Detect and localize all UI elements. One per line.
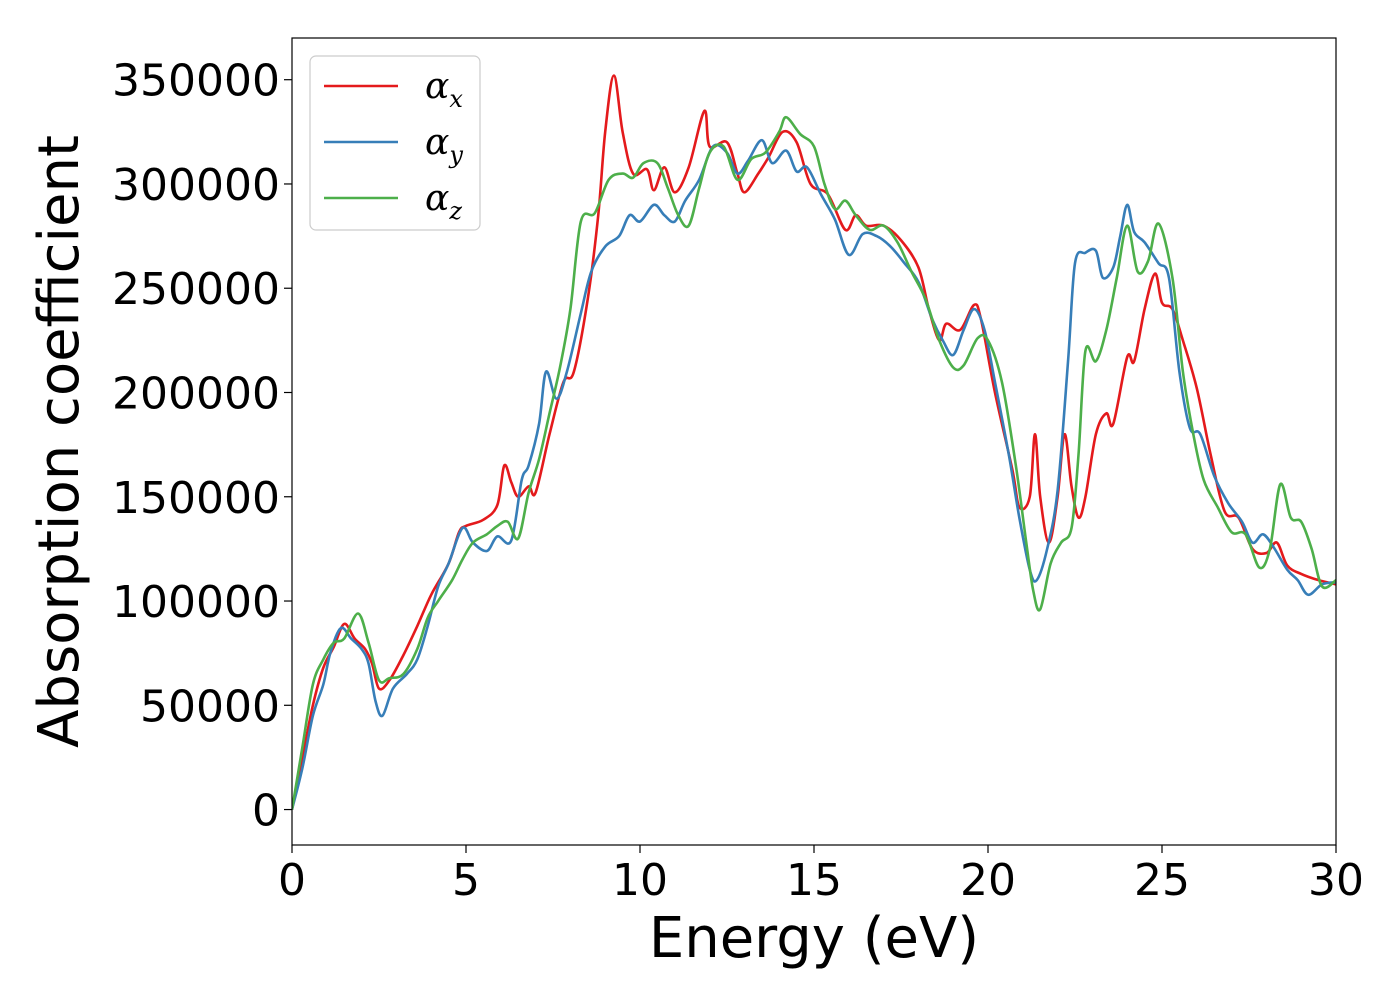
x-tick-label: 10 xyxy=(612,855,668,906)
x-tick-label: 5 xyxy=(452,855,480,906)
y-tick-label: 300000 xyxy=(112,160,280,211)
y-axis-title: Absorption coefficient xyxy=(27,135,92,748)
x-tick-label: 0 xyxy=(278,855,306,906)
y-tick-label: 50000 xyxy=(140,681,280,732)
y-tick-label: 100000 xyxy=(112,577,280,628)
x-tick-label: 20 xyxy=(960,855,1016,906)
x-tick-label: 15 xyxy=(786,855,842,906)
x-axis-title: Energy (eV) xyxy=(649,906,979,971)
y-axis-ticks: 0 50000 100000 150000 200000 250000 300000 3500… xyxy=(112,56,292,837)
x-axis-ticks: 0 5 10 15 20 25 30 xyxy=(278,845,1364,906)
x-tick-label: 30 xyxy=(1308,855,1364,906)
y-tick-label: 0 xyxy=(252,786,280,837)
series-line-y xyxy=(292,138,1336,810)
y-tick-label: 350000 xyxy=(112,56,280,107)
legend-subscript-z: z xyxy=(448,197,462,225)
x-tick-label: 25 xyxy=(1134,855,1190,906)
y-tick-label: 150000 xyxy=(112,473,280,524)
legend-subscript-y: y xyxy=(448,141,463,169)
legend-subscript-x: x xyxy=(449,85,463,113)
series-line-z xyxy=(292,115,1336,810)
y-tick-label: 200000 xyxy=(112,368,280,419)
series-lines xyxy=(292,74,1336,810)
y-tick-label: 250000 xyxy=(112,264,280,315)
